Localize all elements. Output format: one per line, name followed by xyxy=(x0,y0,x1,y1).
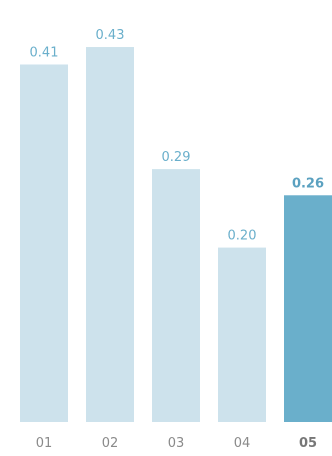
x-tick-label-04: 04 xyxy=(234,436,251,451)
bar-02 xyxy=(86,47,134,422)
tick-labels-layer: 01 02 03 04 05 xyxy=(36,436,317,451)
x-tick-label-02: 02 xyxy=(102,436,119,451)
value-label-03: 0.29 xyxy=(162,150,191,165)
x-tick-label-01: 01 xyxy=(36,436,53,451)
x-tick-label-03: 03 xyxy=(168,436,185,451)
bar-01 xyxy=(20,64,68,422)
bars-layer xyxy=(20,47,332,422)
x-tick-label-05: 05 xyxy=(299,436,317,451)
bar-03 xyxy=(152,169,200,422)
value-label-01: 0.41 xyxy=(30,45,59,60)
value-label-05: 0.26 xyxy=(292,176,324,191)
bar-05 xyxy=(284,195,332,422)
value-label-04: 0.20 xyxy=(228,229,257,244)
bar-04 xyxy=(218,247,266,422)
value-labels-layer: 0.41 0.43 0.29 0.20 0.26 xyxy=(30,28,325,244)
value-label-02: 0.43 xyxy=(96,28,125,43)
